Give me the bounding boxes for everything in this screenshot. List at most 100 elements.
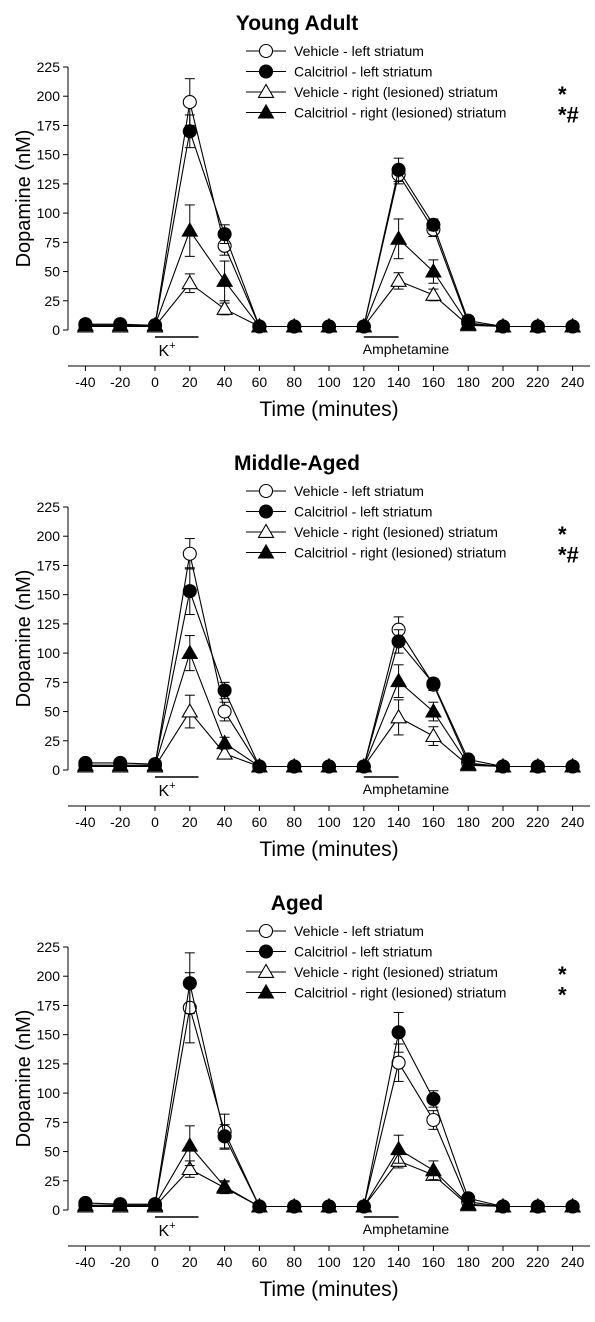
x-tick-label: 100 <box>317 814 341 830</box>
x-tick-label: 160 <box>422 814 446 830</box>
series-group <box>79 568 579 773</box>
data-point <box>182 1138 197 1151</box>
x-tick-label: 20 <box>182 374 198 390</box>
y-tick-label: 75 <box>44 1114 60 1130</box>
x-tick-label: 0 <box>151 374 159 390</box>
chart-title: Young Adult <box>236 12 358 35</box>
legend-marker <box>260 65 273 78</box>
data-point <box>391 710 406 723</box>
series-line <box>85 1008 572 1207</box>
legend-label: Calcitriol - right (lesioned) striatum <box>294 105 506 121</box>
y-tick-label: 150 <box>37 1027 61 1043</box>
y-tick-label: 25 <box>44 293 60 309</box>
legend-label: Vehicle - right (lesioned) striatum <box>294 524 498 540</box>
chart-panel-aged: Aged 0 25 50 75 100 125 150 175 200 225 Dopamine (n… <box>0 880 595 1320</box>
y-axis-label: Dopamine (nM) <box>13 1010 35 1148</box>
x-tick-label: 120 <box>352 1254 376 1270</box>
k-stimulus-label: K+ <box>158 780 175 800</box>
data-point <box>183 547 196 560</box>
data-point <box>183 125 196 138</box>
y-tick-label: 225 <box>37 59 61 75</box>
chart-panel-middle-aged: Middle-Aged 0 25 50 75 100 125 150 175 200 225 Dopa… <box>0 440 595 880</box>
series-line <box>85 1146 572 1207</box>
y-tick-label: 0 <box>52 762 60 778</box>
series-line <box>85 983 572 1206</box>
y-tick-label: 75 <box>44 674 60 690</box>
data-point <box>392 1026 405 1039</box>
y-axis-label: Dopamine (nM) <box>13 130 35 268</box>
data-point <box>391 674 406 687</box>
data-point <box>217 736 232 749</box>
x-tick-label: 20 <box>182 1254 198 1270</box>
k-stimulus-superscript: + <box>169 340 175 352</box>
x-tick-label: 180 <box>457 374 481 390</box>
y-tick-label: 125 <box>37 1056 61 1072</box>
x-tick-label: 140 <box>387 814 411 830</box>
data-point <box>218 228 231 241</box>
y-tick-label: 225 <box>37 499 61 515</box>
amphetamine-stimulus-label: Amphetamine <box>363 1221 450 1237</box>
series-line <box>85 131 572 326</box>
y-tick-label: 225 <box>37 939 61 955</box>
amphetamine-stimulus-label: Amphetamine <box>363 781 450 797</box>
x-tick-label: 240 <box>561 814 585 830</box>
x-tick-label: -40 <box>75 814 95 830</box>
data-point <box>218 1130 231 1143</box>
data-point <box>217 301 232 314</box>
legend-marker <box>260 925 273 938</box>
data-point <box>426 704 441 717</box>
legend-label: Vehicle - left striatum <box>294 43 424 59</box>
x-tick-label: 220 <box>526 374 550 390</box>
y-tick-label: 0 <box>52 1202 60 1218</box>
legend-marker <box>260 45 273 58</box>
x-tick-label: 80 <box>286 814 302 830</box>
y-tick-label: 100 <box>37 645 61 661</box>
data-point <box>182 223 197 236</box>
data-point <box>426 1163 441 1176</box>
x-tick-label: -20 <box>110 374 130 390</box>
x-axis-label: Time (minutes) <box>259 838 398 861</box>
chart-young-adult: Young Adult0255075100125150175200225Dopa… <box>0 0 595 440</box>
y-tick-label: 75 <box>44 234 60 250</box>
legend-marker <box>259 965 274 978</box>
legend-label: Calcitriol - left striatum <box>294 64 432 80</box>
x-tick-label: 140 <box>387 374 411 390</box>
x-tick-label: 240 <box>561 1254 585 1270</box>
y-tick-label: 125 <box>37 616 61 632</box>
series-line <box>85 591 572 766</box>
x-tick-label: -20 <box>110 1254 130 1270</box>
x-tick-label: 120 <box>352 374 376 390</box>
y-tick-label: 0 <box>52 322 60 338</box>
y-tick-label: 200 <box>37 528 61 544</box>
legend-label: Calcitriol - right (lesioned) striatum <box>294 545 506 561</box>
data-point <box>392 1056 405 1069</box>
legend-marker <box>259 85 274 98</box>
x-tick-label: 100 <box>317 374 341 390</box>
y-axis-label: Dopamine (nM) <box>13 570 35 708</box>
significance-marker: *# <box>558 543 579 568</box>
data-point <box>183 96 196 109</box>
x-tick-label: 200 <box>491 1254 515 1270</box>
x-tick-label: 180 <box>457 1254 481 1270</box>
legend-label: Calcitriol - right (lesioned) striatum <box>294 985 506 1001</box>
x-tick-label: 160 <box>422 374 446 390</box>
data-point <box>427 677 440 690</box>
k-stimulus-label: K+ <box>158 1220 175 1240</box>
k-stimulus-label: K+ <box>158 340 175 360</box>
legend-marker <box>260 485 273 498</box>
y-tick-label: 150 <box>37 147 61 163</box>
chart-title: Aged <box>271 892 324 915</box>
series-line <box>85 554 572 767</box>
k-stimulus-superscript: + <box>169 780 175 792</box>
y-tick-label: 175 <box>37 557 61 573</box>
x-tick-label: 60 <box>252 374 268 390</box>
y-tick-label: 100 <box>37 1085 61 1101</box>
chart-title: Middle-Aged <box>234 452 360 475</box>
legend-marker <box>260 945 273 958</box>
significance-marker: * <box>558 983 567 1008</box>
y-tick-label: 150 <box>37 587 61 603</box>
legend-marker <box>259 985 274 998</box>
k-stimulus-superscript: + <box>169 1220 175 1232</box>
data-point <box>427 1113 440 1126</box>
